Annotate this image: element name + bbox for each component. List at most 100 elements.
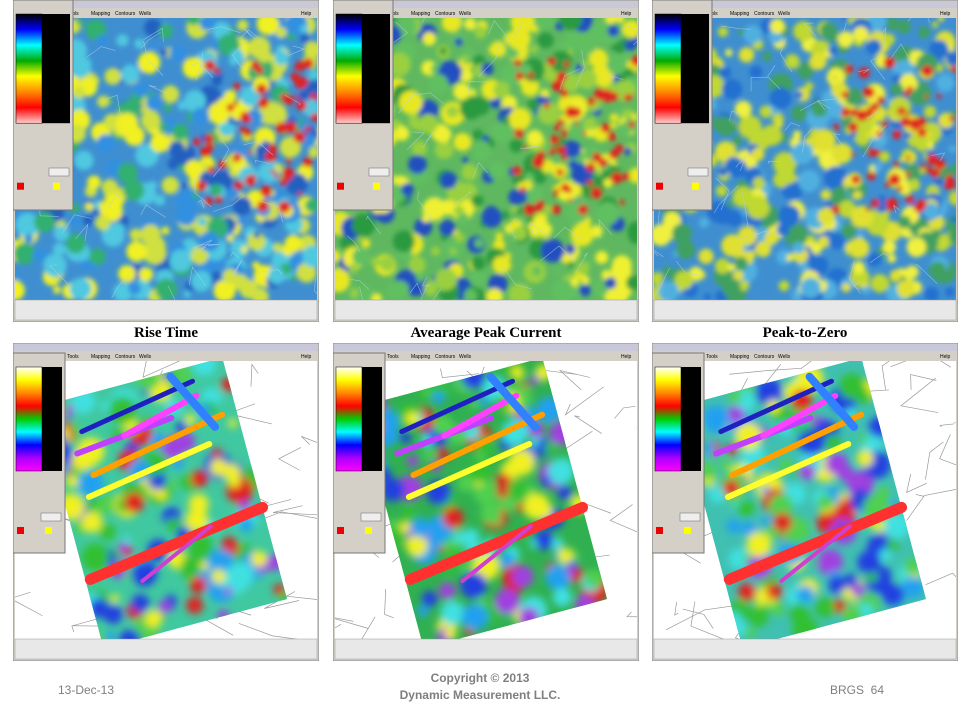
blob <box>787 171 795 180</box>
lease-line <box>753 230 783 238</box>
lease-line <box>779 38 793 73</box>
blob <box>97 95 110 108</box>
blob <box>870 274 890 293</box>
blob <box>191 361 217 376</box>
blob <box>598 158 608 168</box>
streak <box>723 501 908 585</box>
blob <box>85 19 107 41</box>
blob <box>175 204 197 226</box>
blob <box>545 564 572 591</box>
blob <box>421 590 438 607</box>
blob <box>852 190 863 201</box>
blob <box>144 609 163 628</box>
blob <box>161 176 180 195</box>
blob <box>839 373 866 400</box>
legend-scale-bg <box>362 14 390 124</box>
blob <box>841 91 849 99</box>
blob <box>398 18 417 37</box>
map <box>654 18 956 300</box>
lease-line <box>893 204 900 214</box>
blob <box>784 54 800 69</box>
blob <box>212 549 235 572</box>
blob <box>169 249 192 272</box>
streak <box>140 524 213 583</box>
streak <box>79 378 195 435</box>
survey <box>677 361 927 639</box>
blob <box>283 94 295 106</box>
blob <box>905 111 910 116</box>
blob <box>508 107 532 130</box>
blob <box>501 64 522 86</box>
blob <box>69 277 92 300</box>
lease-line <box>866 110 879 120</box>
blob <box>903 164 921 182</box>
blob <box>654 272 664 285</box>
blob <box>547 57 556 66</box>
streak <box>405 441 533 500</box>
blob <box>698 248 714 264</box>
blob <box>158 600 172 614</box>
title-bar <box>334 344 638 351</box>
blob <box>278 201 291 214</box>
blob <box>896 19 911 34</box>
lease-line <box>925 441 944 480</box>
blob <box>304 41 317 59</box>
blob <box>160 48 168 56</box>
blob <box>581 60 589 69</box>
blob <box>417 605 429 617</box>
blob <box>398 90 423 115</box>
blob <box>737 226 758 246</box>
blob <box>734 256 748 271</box>
blob <box>856 230 864 238</box>
lease-line <box>906 488 956 521</box>
panel-title: Rise Time <box>133 325 199 341</box>
lease-line <box>832 133 845 148</box>
blob <box>192 192 199 199</box>
blob <box>492 255 511 274</box>
blob <box>579 284 592 297</box>
blob <box>514 128 524 139</box>
blob <box>850 151 856 157</box>
blob <box>924 166 932 174</box>
blob <box>549 135 560 145</box>
blob <box>296 262 317 283</box>
blob <box>184 414 196 426</box>
blob <box>265 150 277 163</box>
blob <box>238 126 245 133</box>
lease-line <box>167 285 176 300</box>
lease-line <box>853 281 861 290</box>
blob <box>728 548 750 570</box>
blob <box>886 205 893 212</box>
blob <box>274 163 284 173</box>
blob <box>624 147 632 156</box>
blob <box>950 216 956 224</box>
lease-line <box>784 122 801 131</box>
blob <box>257 97 269 109</box>
status-bar <box>14 638 318 660</box>
blob <box>604 277 617 290</box>
streak <box>166 372 220 431</box>
color-swatch <box>373 182 380 190</box>
lease-line <box>682 608 714 629</box>
blob <box>831 74 838 81</box>
blob <box>495 232 504 241</box>
menu-item: Contours <box>754 354 775 360</box>
blob <box>129 228 143 241</box>
blob <box>15 212 40 237</box>
set-range-button <box>368 167 390 177</box>
blob <box>631 55 637 66</box>
blob <box>817 494 834 511</box>
color-swatch <box>692 182 699 190</box>
blob <box>515 71 524 81</box>
blob <box>773 151 797 176</box>
blob <box>188 493 209 515</box>
blob <box>453 205 465 216</box>
blob <box>105 631 116 639</box>
lease-line <box>736 232 756 240</box>
blob <box>937 18 945 22</box>
blob <box>527 98 539 111</box>
blob <box>301 77 309 86</box>
lease-line <box>288 45 305 56</box>
blob <box>480 502 502 524</box>
blob <box>881 582 905 606</box>
